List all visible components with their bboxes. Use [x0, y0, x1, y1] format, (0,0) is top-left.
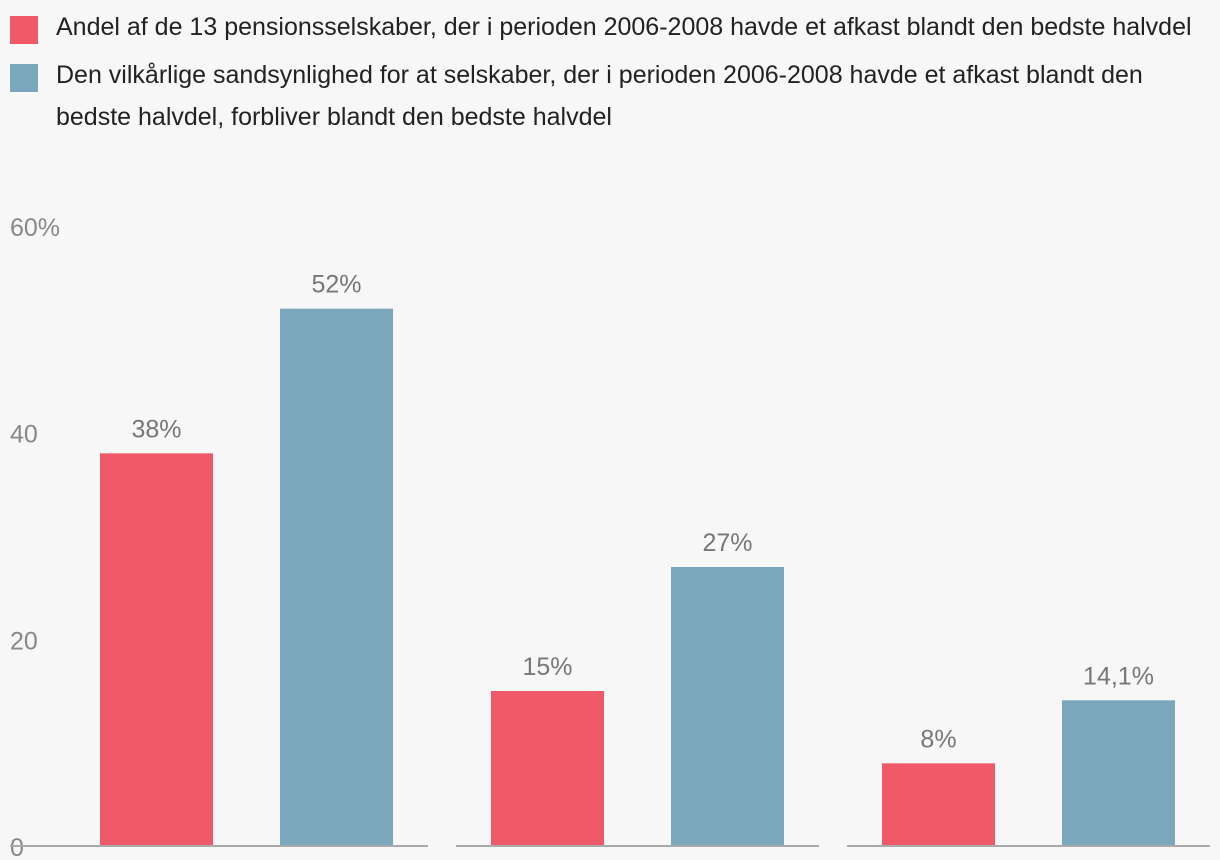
y-tick-label-2: 20: [10, 627, 38, 655]
legend: Andel af de 13 pensionsselskaber, der i …: [10, 6, 1200, 144]
bar-series-1-group-1: [100, 453, 213, 846]
value-label-series-1-group-3: 8%: [920, 725, 956, 753]
bar-series-2-group-2: [671, 567, 784, 846]
legend-label-series-1: Andel af de 13 pensionsselskaber, der i …: [56, 13, 1192, 41]
legend-item-series-1: Andel af de 13 pensionsselskaber, der i …: [10, 6, 1200, 48]
value-label-series-1-group-1: 38%: [131, 415, 181, 443]
legend-swatch-series-2: [10, 64, 38, 92]
y-tick-label-0: 60%: [10, 214, 60, 242]
bar-series-1-group-2: [491, 691, 604, 846]
legend-item-series-2: Den vilkårlige sandsynlighed for at sels…: [10, 54, 1200, 138]
value-label-series-1-group-2: 15%: [522, 653, 572, 681]
legend-swatch-series-1: [10, 16, 38, 44]
bar-series-2-group-3: [1062, 700, 1175, 846]
bar-series-2-group-1: [280, 308, 393, 847]
value-label-series-2-group-2: 27%: [702, 529, 752, 557]
legend-label-series-2: Den vilkårlige sandsynlighed for at sels…: [56, 61, 1143, 131]
value-label-series-2-group-3: 14,1%: [1083, 662, 1154, 690]
bar-series-1-group-3: [882, 763, 995, 846]
value-label-series-2-group-1: 52%: [311, 271, 361, 299]
y-tick-label-1: 40: [10, 421, 38, 449]
